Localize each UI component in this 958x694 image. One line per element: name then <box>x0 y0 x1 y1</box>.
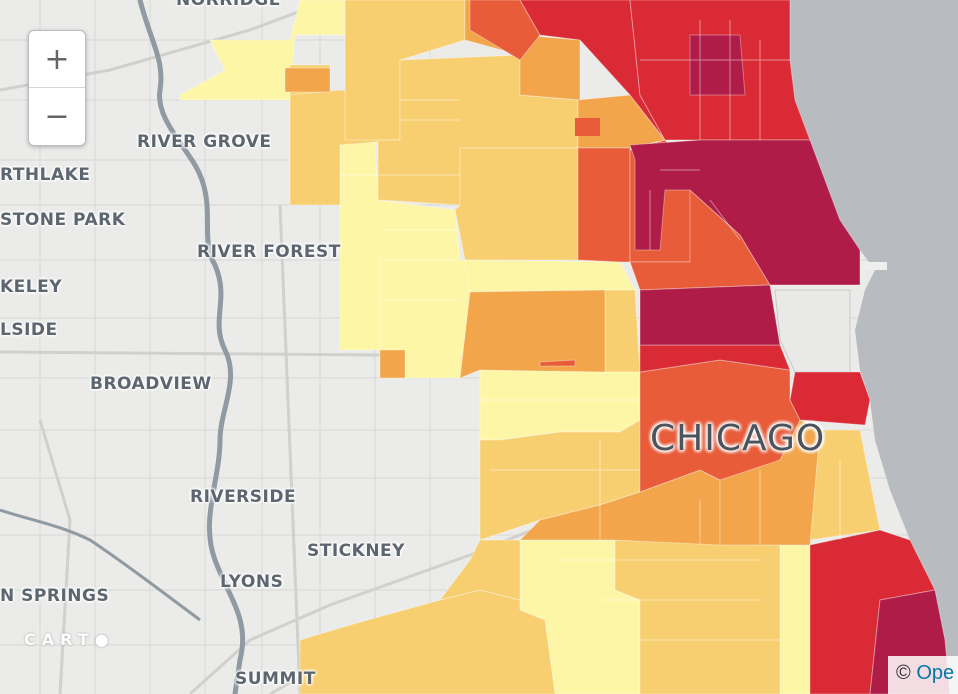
zoom-out-button[interactable]: − <box>29 87 85 144</box>
label-stone-park: STONE PARK <box>0 210 126 230</box>
label-hillside: LSIDE <box>0 320 58 340</box>
choropleth-tracts <box>179 0 951 694</box>
label-broadview: BROADVIEW <box>90 374 212 394</box>
zoom-in-button[interactable]: + <box>44 41 70 77</box>
des-plaines-river <box>137 0 246 694</box>
label-river-forest: RIVER FOREST <box>197 242 341 262</box>
label-chicago: CHICAGO <box>650 418 826 459</box>
label-lyons: LYONS <box>220 572 284 592</box>
label-river-grove: RIVER GROVE <box>137 132 272 152</box>
label-northlake: RTHLAKE <box>0 165 91 185</box>
label-summit: SUMMIT <box>235 669 316 689</box>
label-berkeley: KELEY <box>0 277 63 297</box>
zoom-control: + − <box>28 30 86 146</box>
carto-logo: CART● <box>24 630 109 649</box>
copyright-symbol: © <box>896 662 911 684</box>
label-justice-springs: N SPRINGS <box>0 586 110 606</box>
lake-michigan <box>790 0 958 694</box>
label-stickney: STICKNEY <box>307 541 405 561</box>
attribution: © Ope <box>888 656 958 694</box>
dark-stripe <box>575 118 600 136</box>
label-norridge: NORRIDGE <box>176 0 281 10</box>
label-riverside: RIVERSIDE <box>190 487 297 507</box>
salt-creek <box>0 508 201 622</box>
navy-pier <box>855 262 887 270</box>
openstreetmap-link[interactable]: Ope <box>916 662 955 684</box>
tract-borders <box>340 20 841 641</box>
